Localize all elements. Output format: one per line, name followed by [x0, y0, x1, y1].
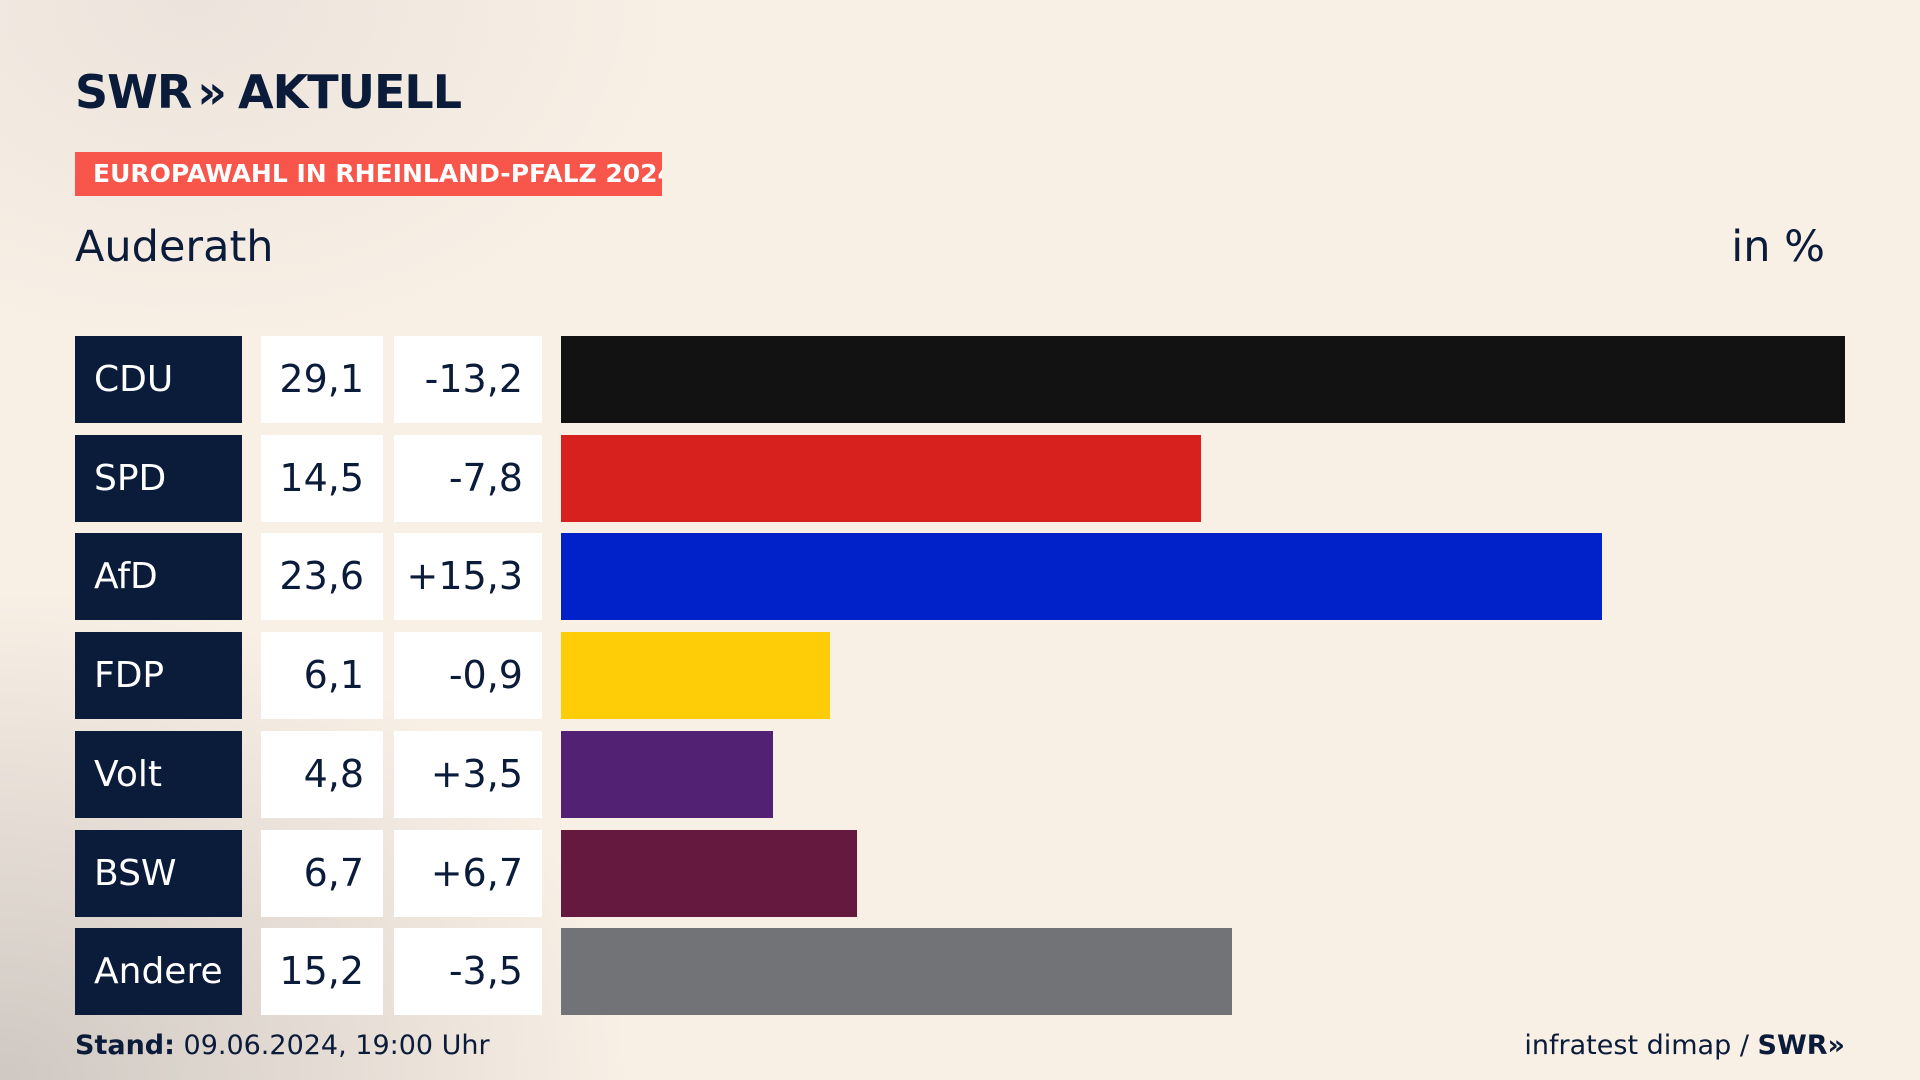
- stand-label: Stand:: [75, 1030, 175, 1061]
- bar-cdu: [561, 336, 1845, 423]
- value-label-volt: 4,8: [261, 731, 383, 818]
- stand-value: 09.06.2024, 19:00 Uhr: [183, 1030, 490, 1061]
- logo-aktuell: AKTUELL: [238, 65, 462, 119]
- change-label-cdu: -13,2: [394, 336, 542, 423]
- logo-chevrons-icon: »: [197, 65, 227, 119]
- party-label-volt: Volt: [75, 731, 242, 818]
- source-info: infratest dimap / SWR»: [1524, 1030, 1845, 1061]
- bar-fdp: [561, 632, 830, 719]
- party-label-afd: AfD: [75, 533, 242, 620]
- chart-title: Auderath: [75, 222, 274, 272]
- source-label: infratest dimap /: [1524, 1030, 1749, 1061]
- value-label-bsw: 6,7: [261, 830, 383, 917]
- value-label-cdu: 29,1: [261, 336, 383, 423]
- value-label-spd: 14,5: [261, 435, 383, 522]
- party-label-spd: SPD: [75, 435, 242, 522]
- value-label-andere: 15,2: [261, 928, 383, 1015]
- value-label-fdp: 6,1: [261, 632, 383, 719]
- change-label-afd: +15,3: [394, 533, 542, 620]
- change-label-andere: -3,5: [394, 928, 542, 1015]
- value-label-afd: 23,6: [261, 533, 383, 620]
- party-label-fdp: FDP: [75, 632, 242, 719]
- bar-andere: [561, 928, 1232, 1015]
- footer-swr-logo: SWR»: [1757, 1030, 1845, 1061]
- bar-afd: [561, 533, 1602, 620]
- bar-volt: [561, 731, 773, 818]
- swr-aktuell-logo: SWR » AKTUELL: [75, 65, 462, 119]
- change-label-fdp: -0,9: [394, 632, 542, 719]
- stand-info: Stand: 09.06.2024, 19:00 Uhr: [75, 1030, 490, 1061]
- change-label-spd: -7,8: [394, 435, 542, 522]
- logo-swr: SWR: [75, 65, 192, 119]
- change-label-volt: +3,5: [394, 731, 542, 818]
- bar-spd: [561, 435, 1201, 522]
- party-label-cdu: CDU: [75, 336, 242, 423]
- unit-label: in %: [1731, 222, 1825, 272]
- party-label-bsw: BSW: [75, 830, 242, 917]
- change-label-bsw: +6,7: [394, 830, 542, 917]
- party-label-andere: Andere: [75, 928, 242, 1015]
- bar-bsw: [561, 830, 857, 917]
- election-badge: EUROPAWAHL IN RHEINLAND-PFALZ 2024: [75, 152, 662, 196]
